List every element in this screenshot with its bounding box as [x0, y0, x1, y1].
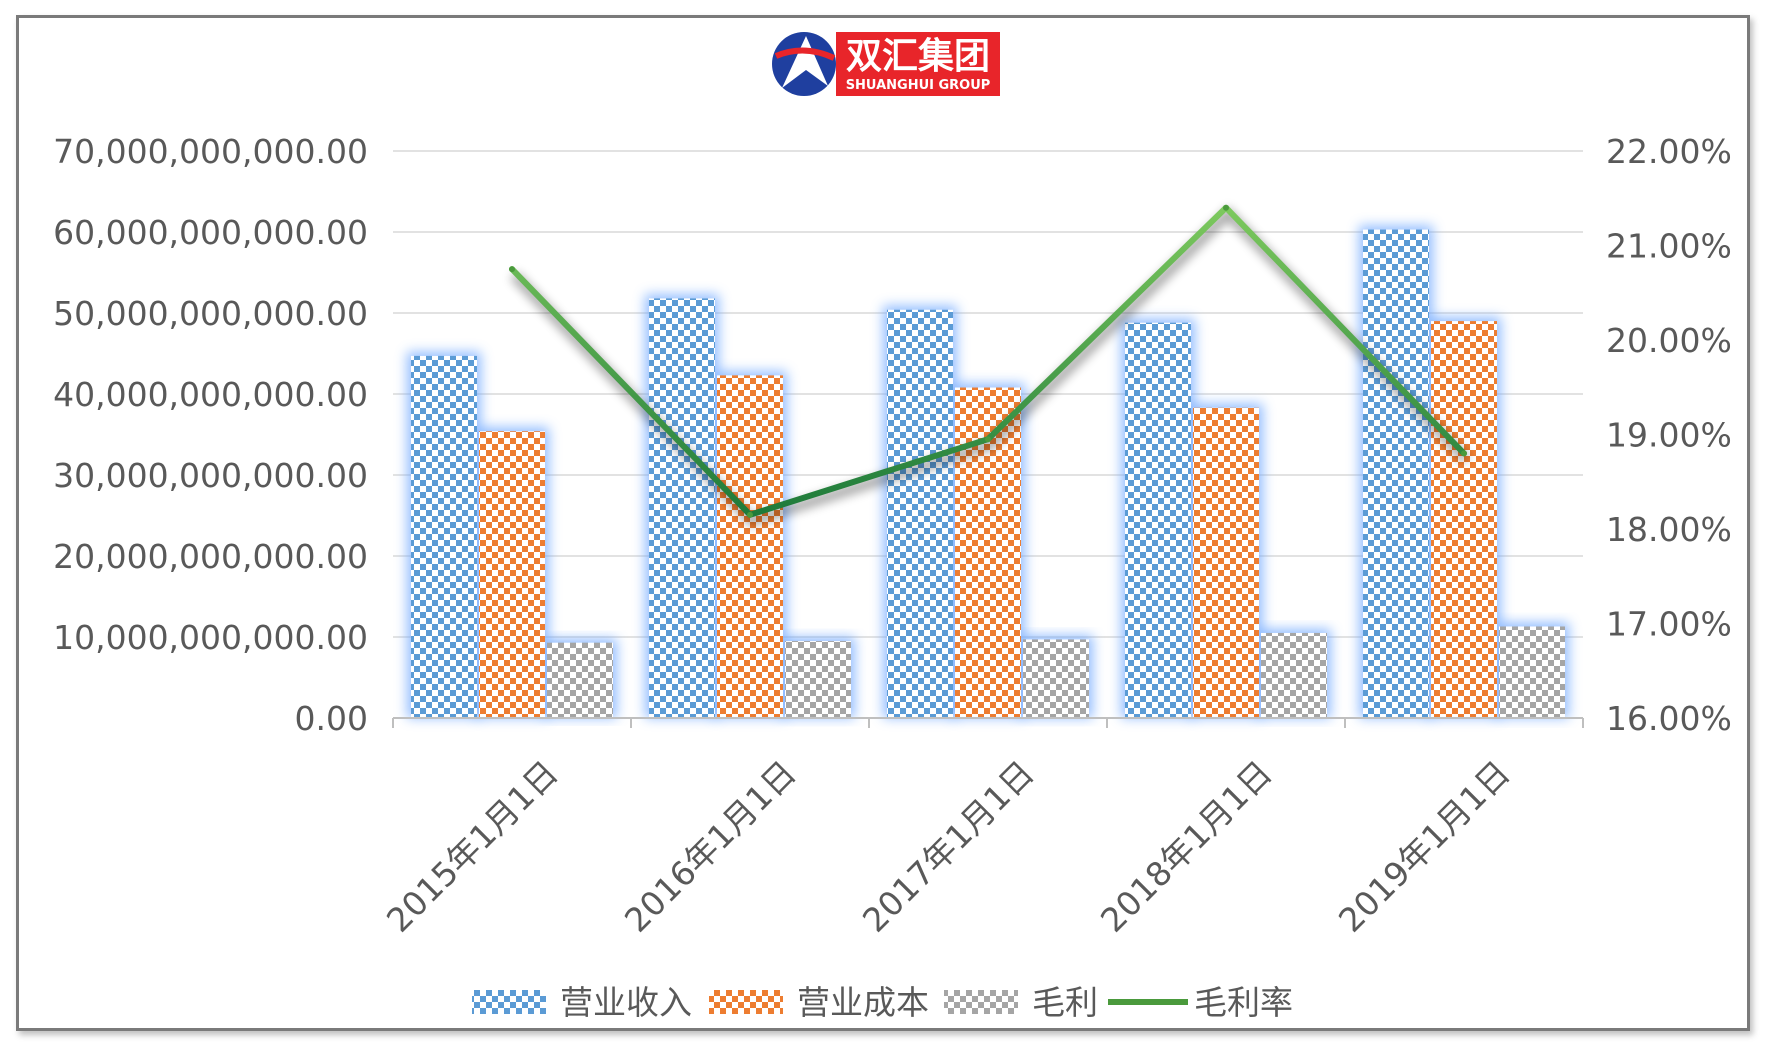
cost-bar	[1193, 407, 1259, 718]
revenue-bar	[411, 355, 477, 718]
logo-red-box	[836, 32, 1000, 96]
left-tick-label: 20,000,000,000.00	[53, 537, 368, 576]
x-tick-label: 2016年1月1日	[617, 753, 804, 940]
gross-profit-bar	[785, 641, 851, 718]
legend: 营业收入 营业成本 毛利 毛利率	[472, 983, 1293, 1022]
legend-label: 营业成本	[797, 983, 929, 1022]
cost-legend-swatch	[709, 990, 783, 1014]
right-tick-label: 20.00%	[1606, 321, 1732, 360]
revenue-bar	[1125, 322, 1191, 718]
legend-label: 毛利率	[1194, 983, 1293, 1022]
x-tick-label: 2018年1月1日	[1093, 753, 1280, 940]
revenue-bar	[887, 309, 953, 718]
x-tick-label: 2019年1月1日	[1331, 753, 1518, 940]
revenue-bar	[649, 298, 715, 718]
x-tick-label: 2015年1月1日	[379, 753, 566, 940]
right-tick-label: 19.00%	[1606, 416, 1732, 455]
margin-point	[985, 436, 991, 443]
right-axis-ticks: 16.00% 17.00% 18.00% 19.00% 20.00% 21.00% 22.0…	[1606, 132, 1732, 738]
revenue-legend-swatch	[472, 990, 546, 1014]
logo-swoosh-icon	[782, 36, 828, 88]
revenue-bar	[1363, 229, 1429, 718]
margin-point	[509, 266, 515, 273]
cost-bar	[717, 375, 783, 718]
left-tick-label: 70,000,000,000.00	[53, 132, 368, 171]
right-tick-label: 17.00%	[1606, 605, 1732, 644]
left-tick-label: 50,000,000,000.00	[53, 294, 368, 333]
logo-name-cn: 双汇集团	[846, 36, 990, 77]
gross-margin-line	[509, 204, 1470, 527]
shuanghui-logo: 双汇集团 SHUANGHUI GROUP	[772, 32, 1000, 96]
right-tick-label: 18.00%	[1606, 510, 1732, 549]
right-tick-label: 22.00%	[1606, 132, 1732, 171]
gross-profit-bar	[1261, 632, 1327, 718]
margin-point	[1461, 450, 1467, 457]
gross-profit-bar	[1023, 639, 1089, 718]
left-tick-label: 40,000,000,000.00	[53, 375, 368, 414]
x-tick-label: 2017年1月1日	[855, 753, 1042, 940]
logo-name-en: SHUANGHUI GROUP	[846, 78, 991, 93]
bars	[411, 229, 1565, 718]
left-tick-label: 10,000,000,000.00	[53, 618, 368, 657]
left-tick-label: 30,000,000,000.00	[53, 456, 368, 495]
left-tick-label: 0.00	[295, 699, 368, 738]
gross-profit-legend-swatch	[944, 990, 1018, 1014]
left-tick-label: 60,000,000,000.00	[53, 213, 368, 252]
left-axis-ticks: 0.00 10,000,000,000.00 20,000,000,000.00 30…	[53, 132, 368, 738]
margin-point	[1223, 204, 1229, 211]
cost-bar	[1431, 321, 1497, 718]
legend-label: 毛利	[1032, 983, 1098, 1022]
right-tick-label: 16.00%	[1606, 699, 1732, 738]
cost-bar	[479, 431, 545, 718]
gross-profit-bar	[547, 642, 613, 718]
legend-label: 营业收入	[560, 983, 692, 1022]
x-axis: 2015年1月1日 2016年1月1日 2017年1月1日 2018年1月1日 2019…	[379, 717, 1584, 940]
gross-profit-bar	[1499, 626, 1565, 718]
margin-point	[747, 511, 753, 518]
right-tick-label: 21.00%	[1606, 227, 1732, 266]
